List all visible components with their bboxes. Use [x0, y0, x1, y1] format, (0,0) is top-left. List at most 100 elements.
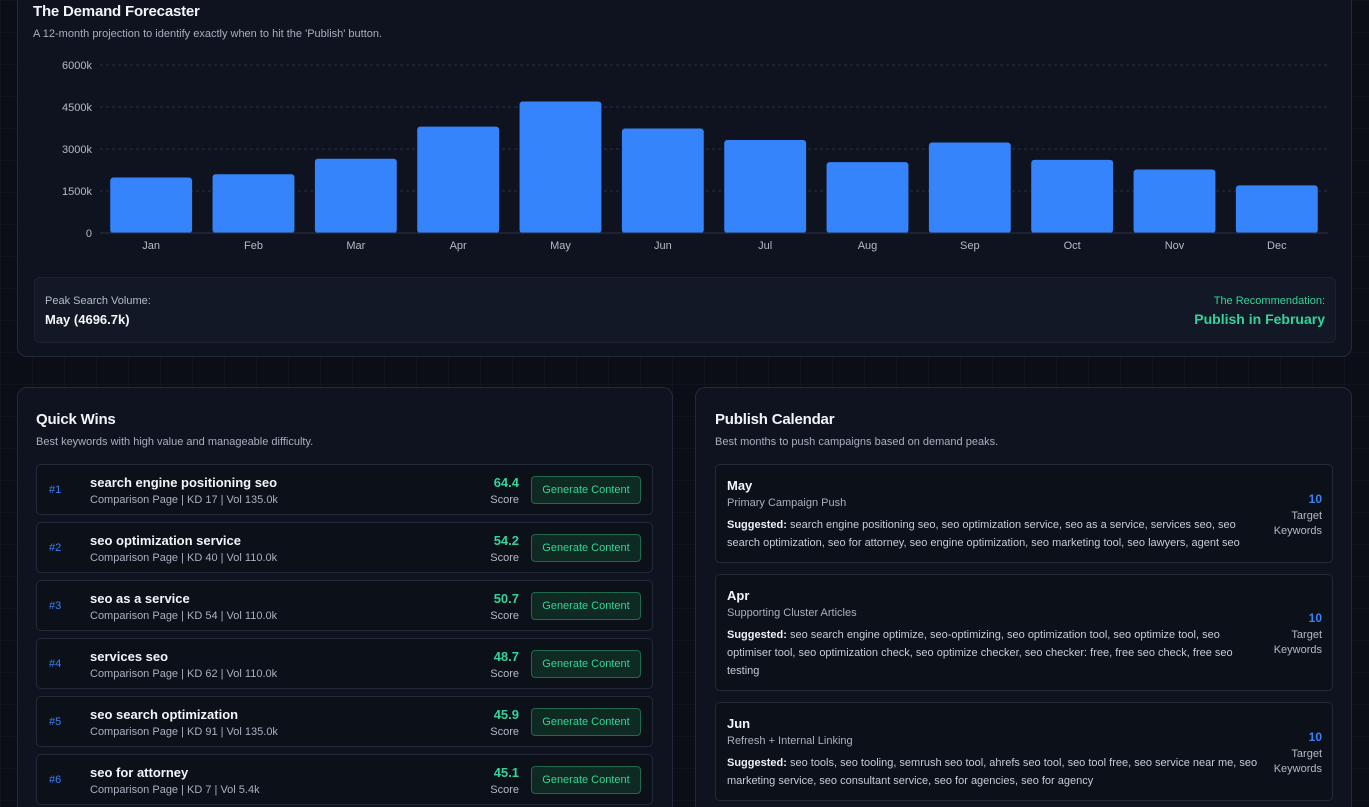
keyword-row: #5 seo search optimization Comparison Pa… — [36, 696, 653, 747]
y-tick-label: 6000k — [62, 60, 92, 72]
target-count: 10 — [1308, 611, 1322, 625]
peak-volume-value: May (4696.7k) — [45, 312, 130, 327]
suggested-label: Suggested: — [727, 519, 787, 531]
y-tick-label: 4500k — [62, 102, 92, 114]
keyword-row: #1 search engine positioning seo Compari… — [36, 464, 653, 515]
keyword-meta: Comparison Page | KD 91 | Vol 135.0k — [90, 726, 278, 738]
x-tick-label: Nov — [1165, 240, 1185, 252]
bar-jun[interactable] — [621, 128, 704, 233]
suggested-list: seo search engine optimize, seo-optimizi… — [727, 629, 1233, 677]
keyword-score-label: Score — [490, 494, 519, 506]
bar-apr[interactable] — [417, 126, 500, 233]
suggested-keywords: Suggested: search engine positioning seo… — [727, 516, 1262, 552]
generate-content-button[interactable]: Generate Content — [531, 766, 641, 794]
y-tick-label: 0 — [86, 228, 92, 240]
suggested-list: seo tools, seo tooling, semrush seo tool… — [727, 757, 1258, 787]
x-tick-label: Feb — [244, 240, 263, 252]
keyword-score: 45.9 — [493, 707, 519, 722]
x-tick-label: Jan — [142, 240, 160, 252]
keyword-name: services seo — [90, 649, 169, 664]
x-tick-label: Apr — [450, 240, 467, 252]
keyword-rank: #6 — [49, 774, 62, 786]
keyword-rank: #3 — [49, 600, 62, 612]
bar-jan[interactable] — [110, 177, 193, 233]
target-count: 10 — [1308, 492, 1322, 506]
calendar-month: Apr — [727, 588, 750, 603]
keyword-name: seo optimization service — [90, 533, 241, 548]
keyword-score-label: Score — [490, 610, 519, 622]
keyword-score: 64.4 — [493, 475, 519, 490]
bar-aug[interactable] — [826, 162, 909, 233]
x-tick-label: Sep — [960, 240, 980, 252]
keyword-row: #6 seo for attorney Comparison Page | KD… — [36, 754, 653, 805]
x-tick-label: Oct — [1064, 240, 1081, 252]
generate-content-button[interactable]: Generate Content — [531, 476, 641, 504]
keyword-rank: #4 — [49, 658, 62, 670]
forecaster-title: The Demand Forecaster — [33, 3, 200, 20]
calendar-card: Apr Supporting Cluster Articles Suggeste… — [715, 574, 1333, 691]
calendar-month: Jun — [727, 716, 751, 731]
keyword-rank: #2 — [49, 542, 62, 554]
keyword-score: 48.7 — [493, 649, 519, 664]
recommendation-label: The Recommendation: — [1213, 295, 1325, 307]
keyword-meta: Comparison Page | KD 62 | Vol 110.0k — [90, 668, 278, 680]
calendar-title: Publish Calendar — [715, 411, 835, 428]
bar-jul[interactable] — [724, 140, 807, 233]
keyword-name: seo for attorney — [90, 765, 189, 780]
keyword-name: seo search optimization — [90, 707, 239, 722]
x-tick-label: Dec — [1267, 240, 1287, 252]
keyword-score-label: Score — [490, 668, 519, 680]
keyword-rank: #1 — [49, 484, 62, 496]
campaign-type: Primary Campaign Push — [727, 497, 847, 509]
generate-content-button[interactable]: Generate Content — [531, 708, 641, 736]
peak-volume-label: Peak Search Volume: — [45, 295, 151, 307]
recommendation-value: Publish in February — [1194, 311, 1325, 327]
x-tick-label: Jun — [654, 240, 672, 252]
keyword-rank: #5 — [49, 716, 62, 728]
keyword-score-label: Score — [490, 784, 519, 796]
forecaster-subtitle: A 12-month projection to identify exactl… — [33, 28, 383, 40]
keyword-meta: Comparison Page | KD 40 | Vol 110.0k — [90, 552, 278, 564]
x-tick-label: May — [550, 240, 571, 252]
campaign-type: Supporting Cluster Articles — [727, 607, 857, 619]
x-tick-label: Mar — [346, 240, 365, 252]
bar-dec[interactable] — [1235, 185, 1318, 233]
quick-wins-title: Quick Wins — [36, 411, 116, 428]
keyword-meta: Comparison Page | KD 7 | Vol 5.4k — [90, 784, 260, 796]
calendar-month: May — [727, 478, 753, 493]
y-tick-label: 3000k — [62, 144, 92, 156]
generate-content-button[interactable]: Generate Content — [531, 650, 641, 678]
x-tick-label: Aug — [858, 240, 878, 252]
keyword-score: 45.1 — [493, 765, 519, 780]
bar-nov[interactable] — [1133, 169, 1216, 233]
calendar-subtitle: Best months to push campaigns based on d… — [715, 436, 999, 448]
keyword-row: #4 services seo Comparison Page | KD 62 … — [36, 638, 653, 689]
keyword-row: #2 seo optimization service Comparison P… — [36, 522, 653, 573]
demand-forecaster-panel: The Demand Forecaster A 12-month project… — [17, 0, 1352, 357]
keyword-score: 50.7 — [493, 591, 519, 606]
target-keywords-label: Target Keywords — [1273, 510, 1322, 537]
forecast-summary: Peak Search Volume: May (4696.7k) The Re… — [34, 277, 1336, 343]
keyword-name: search engine positioning seo — [90, 475, 278, 490]
bar-oct[interactable] — [1031, 159, 1114, 233]
target-keywords-label: Target Keywords — [1273, 748, 1322, 775]
generate-content-button[interactable]: Generate Content — [531, 534, 641, 562]
x-tick-label: Jul — [758, 240, 772, 252]
keyword-meta: Comparison Page | KD 17 | Vol 135.0k — [90, 494, 278, 506]
bar-mar[interactable] — [314, 158, 397, 233]
generate-content-button[interactable]: Generate Content — [531, 592, 641, 620]
suggested-keywords: Suggested: seo search engine optimize, s… — [727, 626, 1262, 680]
suggested-label: Suggested: — [727, 757, 787, 769]
target-count: 10 — [1308, 730, 1322, 744]
keyword-name: seo as a service — [90, 591, 190, 606]
demand-bar-chart: 0 1500k 3000k 4500k 6000k Jan Feb Mar Apr May Jun J… — [62, 60, 1328, 252]
y-tick-label: 1500k — [62, 186, 92, 198]
keyword-row: #3 seo as a service Comparison Page | KD… — [36, 580, 653, 631]
bar-feb[interactable] — [212, 174, 295, 233]
calendar-card: Jun Refresh + Internal Linking Suggested… — [715, 702, 1333, 801]
campaign-type: Refresh + Internal Linking — [727, 735, 853, 747]
suggested-list: search engine positioning seo, seo optim… — [727, 519, 1240, 549]
target-keywords-label: Target Keywords — [1273, 629, 1322, 656]
bar-may[interactable] — [519, 101, 602, 233]
bar-sep[interactable] — [928, 142, 1011, 233]
